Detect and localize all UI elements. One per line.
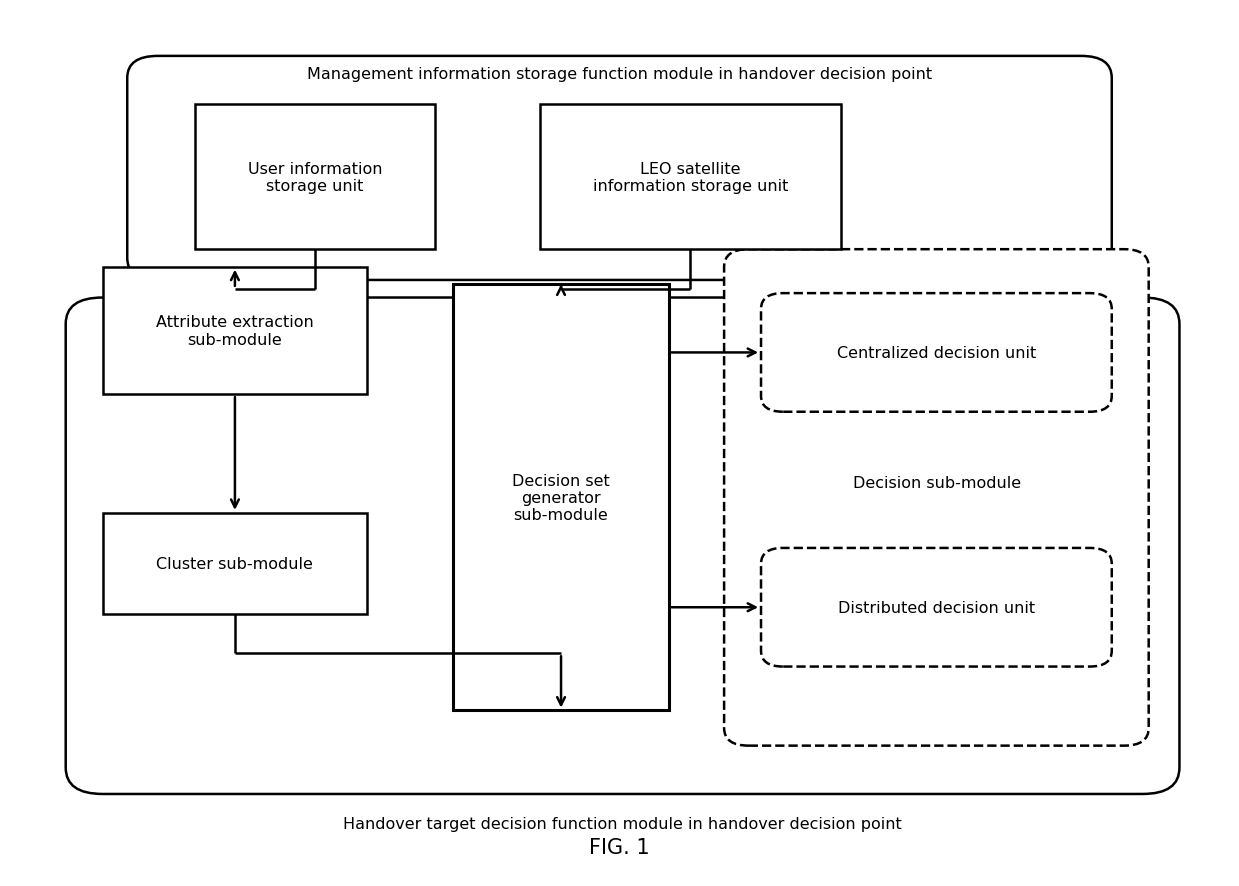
FancyBboxPatch shape xyxy=(128,57,1111,281)
Bar xyxy=(103,513,367,614)
Text: User information
storage unit: User information storage unit xyxy=(248,161,382,194)
FancyBboxPatch shape xyxy=(761,294,1111,412)
Text: Decision sub-module: Decision sub-module xyxy=(852,475,1021,490)
Text: Decision set
generator
sub-module: Decision set generator sub-module xyxy=(512,473,610,523)
Bar xyxy=(539,105,841,250)
Text: LEO satellite
information storage unit: LEO satellite information storage unit xyxy=(592,161,788,194)
Text: Distributed decision unit: Distributed decision unit xyxy=(838,600,1035,615)
FancyBboxPatch shape xyxy=(761,548,1111,667)
Text: Management information storage function module in handover decision point: Management information storage function … xyxy=(307,67,932,82)
Bar xyxy=(103,268,367,395)
FancyBboxPatch shape xyxy=(724,250,1149,746)
FancyBboxPatch shape xyxy=(66,299,1180,794)
Bar xyxy=(195,105,435,250)
Bar xyxy=(453,285,669,711)
Text: Attribute extraction
sub-module: Attribute extraction sub-module xyxy=(156,315,313,347)
Text: FIG. 1: FIG. 1 xyxy=(590,836,649,857)
Text: Centralized decision unit: Centralized decision unit xyxy=(836,346,1036,361)
Text: Cluster sub-module: Cluster sub-module xyxy=(156,556,313,571)
Text: Handover target decision function module in handover decision point: Handover target decision function module… xyxy=(343,816,902,831)
